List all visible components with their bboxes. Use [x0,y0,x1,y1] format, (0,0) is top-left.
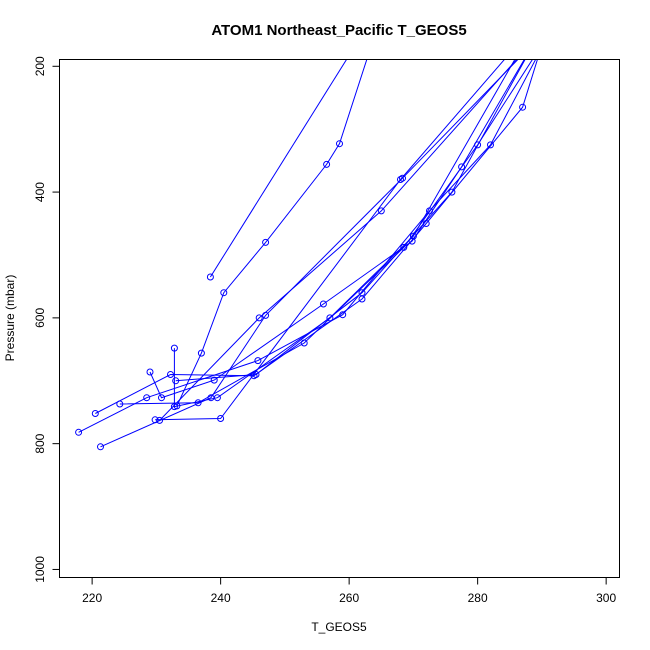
data-point [217,415,225,422]
series-5 [146,60,525,402]
data-point [399,174,406,182]
data-point [97,443,104,451]
series-7 [173,60,368,410]
data-point [448,188,456,196]
data-point [213,394,221,402]
data-point [358,289,366,297]
series-3 [116,60,533,408]
data-point [458,163,466,171]
data-point [336,140,343,148]
y-axis: 200 400 600 800 1000 [33,56,60,583]
data-point [75,428,83,436]
series-9 [156,60,517,424]
x-axis-label: T_GEOS5 [311,620,367,634]
data-point [143,394,151,402]
series-4 [91,60,538,417]
y-tick-label: 800 [33,433,47,453]
x-tick-label: 220 [82,591,102,605]
series-line [175,60,526,382]
y-tick-label: 400 [33,182,47,202]
data-point [397,176,404,183]
data-point [170,344,178,352]
series-line [95,60,538,414]
data-point [255,314,263,322]
plot-area-frame [59,59,620,578]
data-point [151,416,159,424]
series-line [159,60,517,421]
series-line [100,60,519,448]
series-line [176,60,368,407]
y-tick-label: 600 [33,308,47,328]
y-axis-label: Pressure (mbar) [3,275,17,362]
data-point [206,273,214,281]
x-axis: 220 240 260 280 300 [82,577,616,605]
data-point [156,416,164,424]
series-line [149,60,525,399]
series-layer [75,60,538,451]
data-point [377,207,385,215]
series-line [155,60,505,421]
chart-title: ATOM1 Northeast_Pacific T_GEOS5 [211,22,466,39]
series-line [78,60,536,433]
data-point [408,237,416,245]
series-line [119,60,533,405]
series-1 [75,60,536,436]
series-line [173,60,516,408]
x-tick-label: 300 [596,591,616,605]
series-10 [206,60,347,281]
series-line [209,60,347,278]
y-tick-label: 200 [33,56,47,76]
data-point [487,141,494,149]
x-tick-label: 260 [339,591,359,605]
data-point [409,232,417,240]
data-point [254,357,262,365]
data-point [252,371,260,378]
data-point [210,376,218,384]
data-point [91,410,99,417]
data-point [158,394,165,402]
y-tick-label: 1000 [33,556,47,583]
data-point [172,377,180,385]
data-point [519,103,527,111]
x-tick-label: 280 [468,591,488,605]
data-point [326,314,334,322]
series-2 [97,60,519,451]
data-point [197,349,205,357]
data-point [262,238,270,246]
x-tick-label: 240 [211,591,231,605]
data-point [220,289,228,297]
data-point [167,371,174,378]
data-point [319,300,327,308]
data-point [323,160,331,168]
series-8 [151,60,505,424]
series-11 [172,60,526,385]
data-point [146,368,154,376]
